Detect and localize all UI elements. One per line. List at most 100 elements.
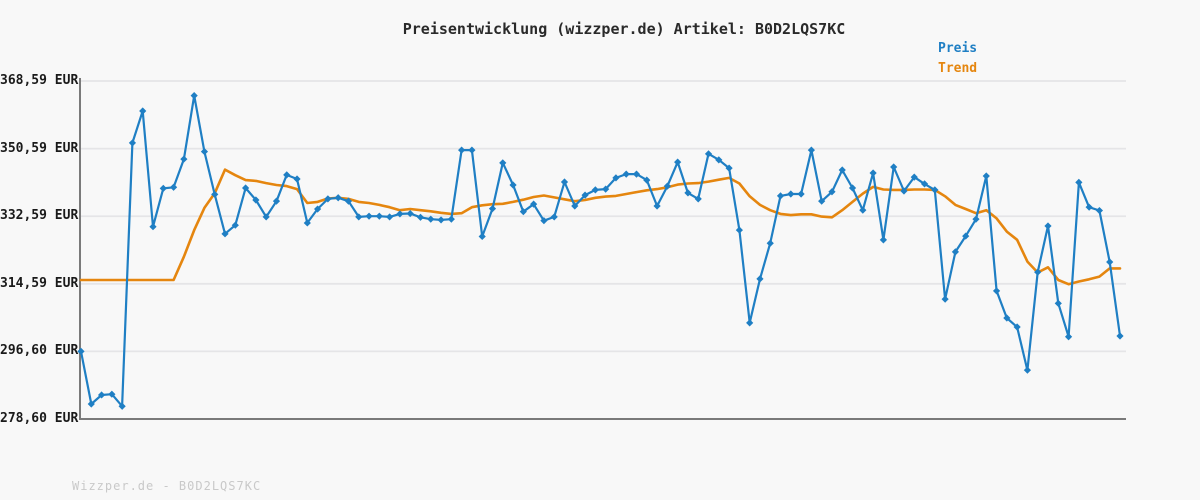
- price-marker: [694, 195, 702, 203]
- price-marker: [211, 190, 219, 198]
- price-marker: [334, 194, 342, 202]
- price-marker: [725, 164, 733, 172]
- price-marker: [200, 147, 209, 156]
- y-tick-label: 332,59 EUR: [0, 208, 79, 224]
- price-marker: [941, 295, 949, 303]
- price-marker: [478, 232, 486, 241]
- price-marker: [571, 202, 579, 210]
- price-marker: [77, 347, 85, 355]
- price-marker: [704, 150, 713, 158]
- price-marker: [314, 205, 322, 213]
- price-marker: [612, 174, 620, 182]
- price-marker: [787, 190, 795, 198]
- price-marker: [241, 184, 250, 192]
- price-marker: [663, 182, 671, 190]
- price-marker: [540, 217, 548, 225]
- price-marker: [1013, 323, 1021, 331]
- price-marker: [293, 175, 301, 183]
- price-marker: [519, 208, 527, 216]
- legend-item-preis: Preis: [938, 41, 978, 56]
- price-marker: [252, 196, 260, 204]
- y-tick-label: 368,59 EUR: [0, 73, 79, 88]
- price-marker: [931, 186, 939, 194]
- y-tick-label: 296,60 EUR: [0, 343, 79, 359]
- price-marker: [1054, 299, 1062, 307]
- price-marker: [1095, 206, 1104, 215]
- price-marker: [1085, 203, 1093, 211]
- price-marker: [818, 197, 826, 205]
- price-marker: [591, 186, 599, 194]
- price-marker: [499, 159, 507, 167]
- price-marker: [530, 200, 538, 208]
- watermark-text: Wizzper.de - B0D2LQS7KC: [72, 479, 262, 493]
- price-marker: [1116, 332, 1124, 340]
- price-marker: [1034, 268, 1042, 276]
- price-marker: [447, 215, 455, 223]
- price-marker: [776, 192, 785, 200]
- price-marker: [1003, 314, 1011, 322]
- price-marker: [87, 400, 95, 408]
- y-tick-label: 314,59 EUR: [0, 275, 79, 291]
- price-marker: [324, 195, 332, 203]
- price-marker: [848, 184, 857, 192]
- price-marker: [159, 184, 167, 192]
- price-marker: [1044, 222, 1052, 230]
- price-marker: [746, 319, 754, 327]
- price-marker: [1106, 258, 1114, 266]
- price-marker: [602, 185, 610, 193]
- price-marker: [962, 232, 970, 240]
- price-marker: [169, 183, 178, 191]
- price-marker: [468, 146, 476, 154]
- price-marker: [807, 146, 815, 154]
- price-marker: [488, 205, 497, 213]
- price-marker: [910, 173, 918, 181]
- price-marker: [951, 248, 960, 256]
- price-marker: [396, 210, 404, 218]
- price-marker: [560, 178, 569, 186]
- price-marker: [859, 206, 867, 214]
- price-marker: [869, 169, 877, 177]
- price-marker: [437, 216, 445, 224]
- price-marker: [1075, 178, 1083, 186]
- price-marker: [180, 155, 188, 163]
- price-marker: [221, 230, 229, 238]
- price-marker: [992, 287, 1001, 295]
- price-marker: [128, 139, 137, 147]
- price-marker: [879, 236, 887, 244]
- price-marker: [653, 202, 661, 210]
- price-marker: [97, 391, 106, 399]
- price-marker: [838, 166, 846, 174]
- price-marker: [149, 223, 157, 231]
- price-marker: [118, 402, 126, 410]
- price-marker: [643, 176, 651, 184]
- price-marker: [344, 197, 353, 205]
- price-marker: [108, 390, 116, 398]
- price-marker: [972, 215, 980, 223]
- trend-line: [79, 168, 1122, 286]
- price-marker: [550, 213, 558, 221]
- price-marker: [509, 181, 517, 189]
- price-marker: [458, 146, 466, 154]
- price-marker: [756, 275, 764, 283]
- y-tick-label: 278,60 EUR: [0, 411, 79, 426]
- price-marker: [375, 212, 383, 220]
- legend: Preis Trend: [938, 39, 977, 79]
- price-marker: [303, 219, 311, 227]
- price-marker: [231, 221, 239, 229]
- price-marker: [139, 107, 147, 115]
- chart-title: Preisentwicklung (wizzper.de) Artikel: B…: [402, 20, 846, 38]
- price-marker: [1023, 366, 1032, 374]
- price-marker: [828, 188, 836, 196]
- price-marker: [684, 189, 692, 197]
- price-marker: [622, 170, 630, 178]
- price-marker: [1064, 333, 1073, 341]
- y-tick-label: 350,59 EUR: [0, 140, 79, 156]
- price-marker: [272, 197, 281, 205]
- price-marker: [262, 213, 270, 221]
- price-marker: [632, 170, 641, 178]
- price-marker: [674, 158, 682, 166]
- price-marker: [735, 226, 743, 234]
- price-marker: [386, 213, 394, 221]
